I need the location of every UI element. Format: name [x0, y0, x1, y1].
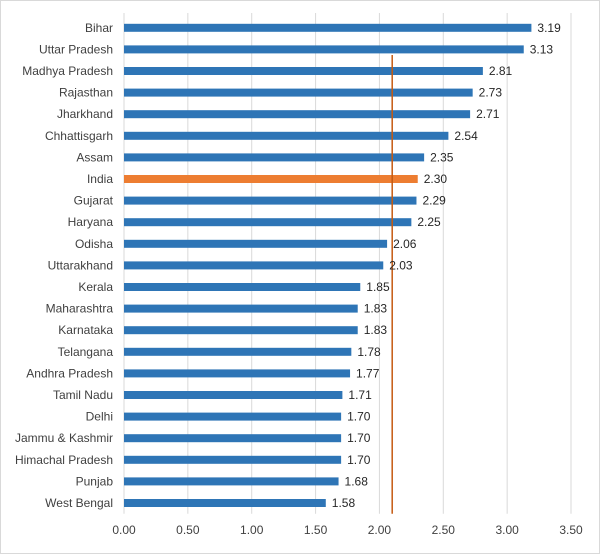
x-tick-label: 1.50	[304, 523, 328, 537]
category-label: India	[87, 172, 113, 186]
value-label: 2.73	[479, 86, 503, 100]
bar-gujarat	[124, 196, 417, 205]
category-label: Jharkhand	[57, 107, 113, 121]
value-label: 1.83	[364, 323, 388, 337]
value-label: 1.70	[347, 453, 371, 467]
bar-assam	[124, 153, 425, 162]
category-label: Madhya Pradesh	[22, 64, 113, 78]
category-label: Andhra Pradesh	[26, 366, 113, 380]
labels: 0.00 0.50 1.00 1.50 2.00 2.50 3.00 3.50 Bihar 3.1…	[15, 21, 583, 537]
category-label: Assam	[76, 150, 113, 164]
category-label: Haryana	[68, 215, 114, 229]
category-label: Maharashtra	[46, 302, 114, 316]
value-label: 1.71	[348, 388, 372, 402]
value-label: 2.25	[417, 215, 441, 229]
category-label: Uttar Pradesh	[39, 42, 113, 56]
category-label: Himachal Pradesh	[15, 453, 113, 467]
bar-rajasthan	[124, 88, 473, 97]
bar-andhra-pradesh	[124, 369, 351, 378]
bar-west-bengal	[124, 499, 326, 507]
bar-jammu-kashmir	[124, 434, 342, 443]
bar-bihar	[124, 23, 532, 32]
x-tick-label: 1.00	[240, 523, 264, 537]
category-label: Rajasthan	[59, 86, 113, 100]
bar-maharashtra	[124, 304, 358, 313]
bar-india	[124, 175, 418, 183]
category-label: Chhattisgarh	[45, 129, 113, 143]
x-tick-label: 0.00	[112, 523, 136, 537]
value-label: 1.58	[332, 496, 356, 510]
value-label: 1.70	[347, 410, 371, 424]
bar-himachal-pradesh	[124, 455, 342, 464]
x-tick-label: 2.50	[432, 523, 456, 537]
bars	[124, 23, 532, 507]
category-label: Bihar	[85, 21, 113, 35]
category-label: Uttarakhand	[48, 258, 113, 272]
bar-punjab	[124, 477, 339, 486]
value-label: 2.54	[454, 129, 478, 143]
bar-delhi	[124, 412, 342, 421]
category-label: Delhi	[86, 410, 113, 424]
bar-haryana	[124, 218, 412, 227]
bar-tamil-nadu	[124, 391, 343, 399]
category-label: Tamil Nadu	[53, 388, 113, 402]
value-label: 3.13	[530, 42, 554, 56]
value-label: 2.81	[489, 64, 513, 78]
bar-jharkhand	[124, 110, 471, 119]
x-tick-label: 0.50	[176, 523, 200, 537]
bar-telangana	[124, 347, 352, 356]
category-label: Punjab	[76, 474, 114, 488]
bar-uttar-pradesh	[124, 45, 524, 54]
value-label: 1.77	[356, 366, 380, 380]
value-label: 1.78	[357, 345, 381, 359]
bar-chhattisgarh	[124, 131, 449, 140]
category-label: Kerala	[78, 280, 113, 294]
x-tick-label: 3.50	[559, 523, 583, 537]
value-label: 2.35	[430, 150, 454, 164]
bar-madhya-pradesh	[124, 67, 483, 75]
value-label: 1.68	[345, 474, 369, 488]
category-label: Jammu & Kashmir	[15, 431, 113, 445]
value-label: 1.70	[347, 431, 371, 445]
bar-kerala	[124, 283, 361, 291]
value-label: 2.30	[424, 172, 448, 186]
x-tick-label: 3.00	[495, 523, 519, 537]
category-label: Karnataka	[58, 323, 113, 337]
value-label: 1.85	[366, 280, 390, 294]
category-label: Telangana	[58, 345, 114, 359]
value-label: 3.19	[537, 21, 561, 35]
value-label: 2.71	[476, 107, 500, 121]
category-label: West Bengal	[45, 496, 113, 510]
bar-uttarakhand	[124, 261, 384, 270]
x-tick-label: 2.00	[368, 523, 392, 537]
category-label: Gujarat	[74, 194, 114, 208]
category-label: Odisha	[75, 237, 113, 251]
value-label: 2.29	[422, 194, 446, 208]
value-label: 2.03	[389, 258, 413, 272]
value-label: 1.83	[364, 302, 388, 316]
bar-karnataka	[124, 326, 358, 335]
value-label: 2.06	[393, 237, 417, 251]
bar-odisha	[124, 239, 388, 248]
